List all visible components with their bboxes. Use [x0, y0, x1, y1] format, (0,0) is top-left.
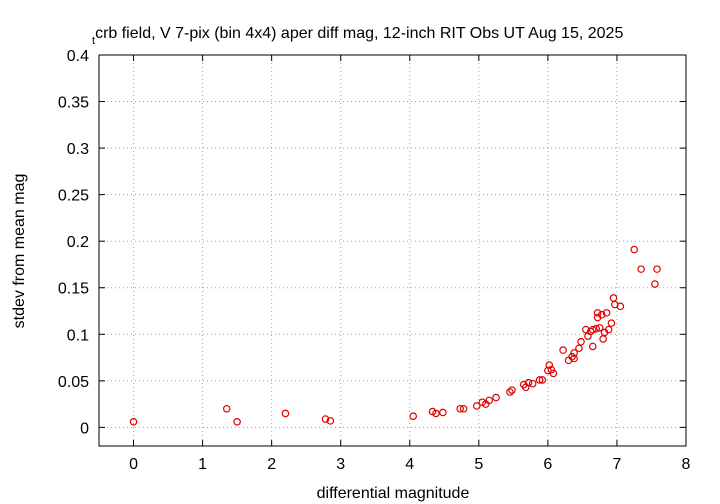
data-point [593, 309, 602, 317]
data-point [592, 324, 601, 333]
data-point [409, 412, 418, 421]
data-point [524, 378, 533, 387]
data-point [602, 309, 611, 317]
data-points [129, 245, 661, 426]
x-tick-label: 3 [336, 456, 345, 473]
data-point [508, 386, 516, 394]
x-axis-label: differential magnitude [317, 485, 470, 502]
data-point [222, 404, 231, 413]
data-point [559, 346, 567, 354]
data-point [609, 294, 618, 302]
data-point [570, 354, 578, 363]
data-point [651, 280, 659, 288]
data-point [547, 365, 556, 374]
data-point [616, 302, 625, 311]
chart-title-main: crb field, V 7-pix (bin 4x4) aper diff m… [95, 25, 623, 42]
data-point [538, 376, 547, 384]
chart-title-subscript: t [92, 35, 95, 47]
x-tick-label: 7 [612, 456, 621, 473]
data-point [637, 265, 645, 273]
data-point [439, 408, 447, 417]
y-tick-label: 0.2 [67, 234, 89, 251]
data-point [233, 417, 241, 426]
data-point [653, 265, 661, 273]
y-tick-label: 0.05 [58, 374, 89, 391]
x-tick-label: 8 [682, 456, 691, 473]
data-point [588, 325, 597, 334]
data-point [326, 417, 335, 425]
data-point [545, 361, 554, 369]
data-point [456, 404, 464, 413]
data-point [599, 335, 607, 343]
axes: 0 1 2 3 4 5 6 7 8 0 0.05 0.1 0.15 0.2 0.25 0.3 0.35 0.4 [58, 48, 691, 473]
x-tick-label: 6 [543, 456, 552, 473]
data-point [630, 245, 639, 254]
data-point [321, 415, 330, 423]
data-point [492, 393, 500, 402]
y-tick-label: 0.25 [58, 188, 89, 205]
data-point [604, 325, 613, 334]
data-point [459, 404, 468, 413]
data-point [568, 352, 576, 361]
data-point [595, 323, 604, 332]
data-point [549, 369, 558, 378]
data-point [575, 344, 583, 353]
data-point [281, 409, 290, 418]
data-point [528, 379, 537, 388]
grid-lines [99, 54, 687, 446]
data-point [535, 376, 544, 384]
y-tick-label: 0.3 [67, 141, 89, 158]
x-tick-label: 0 [129, 456, 138, 473]
y-tick-label: 0.15 [58, 281, 89, 298]
x-tick-label: 5 [474, 456, 483, 473]
y-tick-label: 0.35 [58, 95, 89, 112]
data-point [472, 402, 481, 410]
data-point [506, 388, 514, 396]
data-point [432, 409, 440, 418]
data-point [485, 396, 493, 405]
data-point [597, 310, 606, 319]
data-point [588, 342, 597, 351]
x-tick-label: 1 [198, 456, 207, 473]
x-tick-label: 2 [267, 456, 276, 473]
x-tick-label: 4 [405, 456, 414, 473]
data-point [129, 417, 138, 426]
y-tick-label: 0.1 [67, 327, 89, 344]
chart-title: tcrb field, V 7-pix (bin 4x4) aper diff … [92, 25, 623, 47]
data-point [570, 349, 578, 357]
y-tick-label: 0.4 [67, 48, 89, 65]
y-tick-label: 0 [80, 420, 89, 437]
data-point [577, 337, 585, 346]
plot-frame [98, 54, 687, 447]
y-axis-label: stdev from mean mag [11, 174, 28, 329]
data-point [607, 319, 616, 327]
